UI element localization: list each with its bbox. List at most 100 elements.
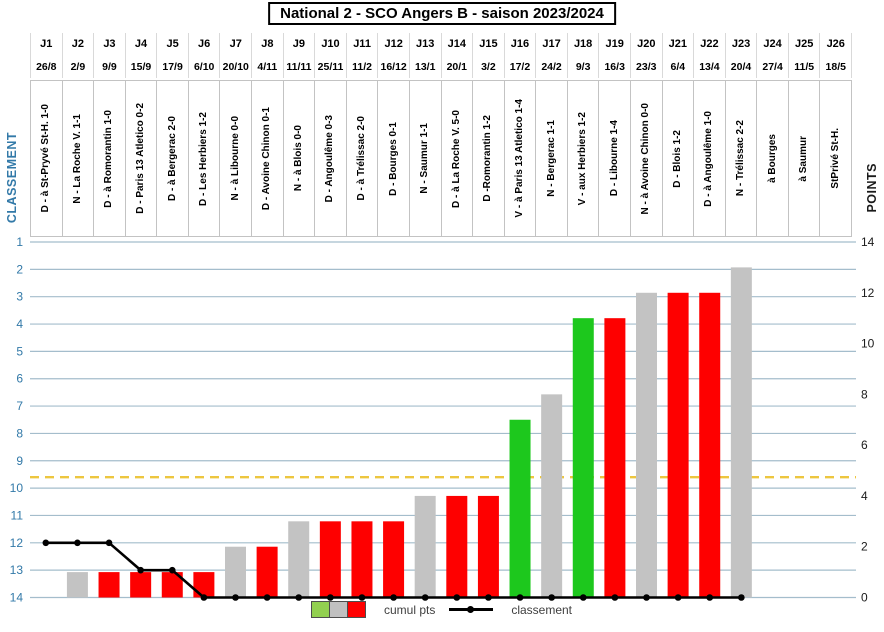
matchday-number: J15	[472, 33, 504, 55]
classement-tick-label: 2	[16, 262, 23, 276]
matchday-number: J12	[377, 33, 409, 55]
legend-line-icon	[449, 602, 494, 617]
matchday-number: J14	[440, 33, 473, 55]
matchday-number: J13	[408, 33, 441, 55]
bar-cumul-pts	[383, 521, 405, 598]
matchday-number: J5	[156, 33, 188, 55]
matchday-date: 13/1	[408, 55, 441, 78]
classement-tick-label: 10	[10, 481, 24, 495]
matchday-date: 4/11	[251, 55, 283, 78]
classement-marker	[390, 594, 397, 601]
bar-cumul-pts	[667, 292, 689, 598]
classement-marker	[643, 594, 650, 601]
matchday-number: J2	[61, 33, 94, 55]
matchday-date: 2/9	[61, 55, 94, 78]
bar-cumul-pts	[604, 318, 626, 598]
points-tick-label: 10	[861, 337, 875, 351]
classement-marker	[579, 594, 587, 601]
matchday-number: J21	[661, 33, 694, 55]
classement-marker	[485, 594, 492, 601]
matchday-date: 25/11	[314, 55, 346, 78]
classement-marker	[611, 594, 619, 601]
matchday-date: 11/5	[787, 55, 820, 78]
chart-title: National 2 - SCO Angers B - saison 2023/…	[268, 2, 616, 25]
classement-tick-label: 8	[16, 426, 23, 440]
matchday-number: J9	[282, 33, 315, 55]
matchday-number-row: J1 J2 J3 J4 J5 J6 J7 J8 J9 J10 J11 J12 J13 J14 J15 J16 J…	[30, 33, 853, 55]
classement-marker	[421, 594, 429, 601]
matchday-date: 20/4	[724, 55, 757, 78]
classement-tick-label: 9	[16, 454, 23, 468]
matchday-date: 13/4	[693, 55, 725, 78]
bar-cumul-pts	[477, 495, 499, 598]
bar-cumul-pts	[509, 419, 531, 598]
points-tick-label: 6	[861, 438, 868, 452]
legend-swatch-loss	[346, 601, 366, 618]
matchday-date: 20/1	[440, 55, 473, 78]
bar-cumul-pts	[225, 546, 246, 598]
bar-cumul-pts	[730, 267, 752, 598]
classement-tick-label: 5	[16, 344, 23, 358]
classement-tick-label: 1	[16, 235, 23, 249]
points-tick-label: 8	[861, 387, 868, 401]
classement-tick-label: 12	[10, 536, 24, 550]
classement-marker	[42, 539, 50, 547]
bar-cumul-pts	[351, 521, 373, 598]
chart-legend: cumul pts classement	[0, 601, 884, 618]
matchday-date: 17/9	[156, 55, 188, 78]
classement-marker	[105, 539, 113, 547]
bar-cumul-pts	[446, 495, 468, 598]
bar-cumul-pts	[288, 521, 310, 598]
bar-cumul-pts	[256, 546, 278, 598]
classement-tick-label: 3	[16, 290, 23, 304]
classement-tick-label: 7	[16, 399, 23, 413]
bar-cumul-pts	[572, 318, 594, 598]
points-tick-label: 4	[861, 489, 868, 503]
matchday-date: 11/11	[282, 55, 315, 78]
match-result-cell: D - à Romorantin 1-0	[93, 80, 126, 237]
matchday-number: J23	[724, 33, 757, 55]
matchday-date: 24/2	[535, 55, 567, 78]
bar-cumul-pts	[541, 394, 563, 598]
matchday-number: J11	[345, 33, 378, 55]
classement-marker	[74, 539, 81, 547]
matchday-number: J25	[787, 33, 820, 55]
matchday-date: 16/3	[598, 55, 630, 78]
matchday-date: 17/2	[503, 55, 536, 78]
bar-cumul-pts	[98, 572, 120, 598]
classement-marker	[706, 594, 714, 601]
matchday-date: 15/9	[124, 55, 157, 78]
classement-tick-label: 4	[16, 317, 23, 331]
match-result-label-row: D - à St-Pryvé St-H. 1-0 N - La Roche V. …	[30, 80, 853, 237]
matchday-date: 27/4	[756, 55, 788, 78]
matchday-number: J6	[187, 33, 220, 55]
points-tick-label: 0	[861, 591, 868, 605]
classement-marker	[200, 594, 208, 601]
matchday-date: 9/3	[566, 55, 599, 78]
matchday-date: 18/5	[819, 55, 853, 78]
classement-marker	[168, 566, 176, 574]
classement-marker	[232, 594, 239, 601]
bar-cumul-pts	[161, 572, 183, 598]
matchday-date: 26/8	[30, 55, 62, 78]
matchday-number: J3	[93, 33, 125, 55]
legend-line-label: classement	[511, 602, 573, 617]
matchday-number: J8	[251, 33, 283, 55]
bar-cumul-pts	[130, 572, 152, 598]
points-tick-label: 2	[861, 540, 868, 554]
matchday-date: 23/3	[629, 55, 662, 78]
matchday-number: J1	[30, 33, 62, 55]
match-result-cell: D - Blois 1-2	[661, 80, 695, 237]
matchday-date: 6/4	[661, 55, 694, 78]
classement-tick-label: 11	[11, 508, 24, 522]
matchday-date: 3/2	[472, 55, 504, 78]
matchday-number: J10	[314, 33, 346, 55]
points-tick-label: 14	[861, 235, 875, 249]
match-result-cell: N - à Libourne 0-0	[219, 80, 253, 237]
classement-tick-label: 6	[16, 372, 23, 386]
matchday-date: 16/12	[377, 55, 409, 78]
legend-swatch-draw	[328, 601, 348, 618]
match-result-cell: StPrivé St-H.	[819, 80, 853, 237]
